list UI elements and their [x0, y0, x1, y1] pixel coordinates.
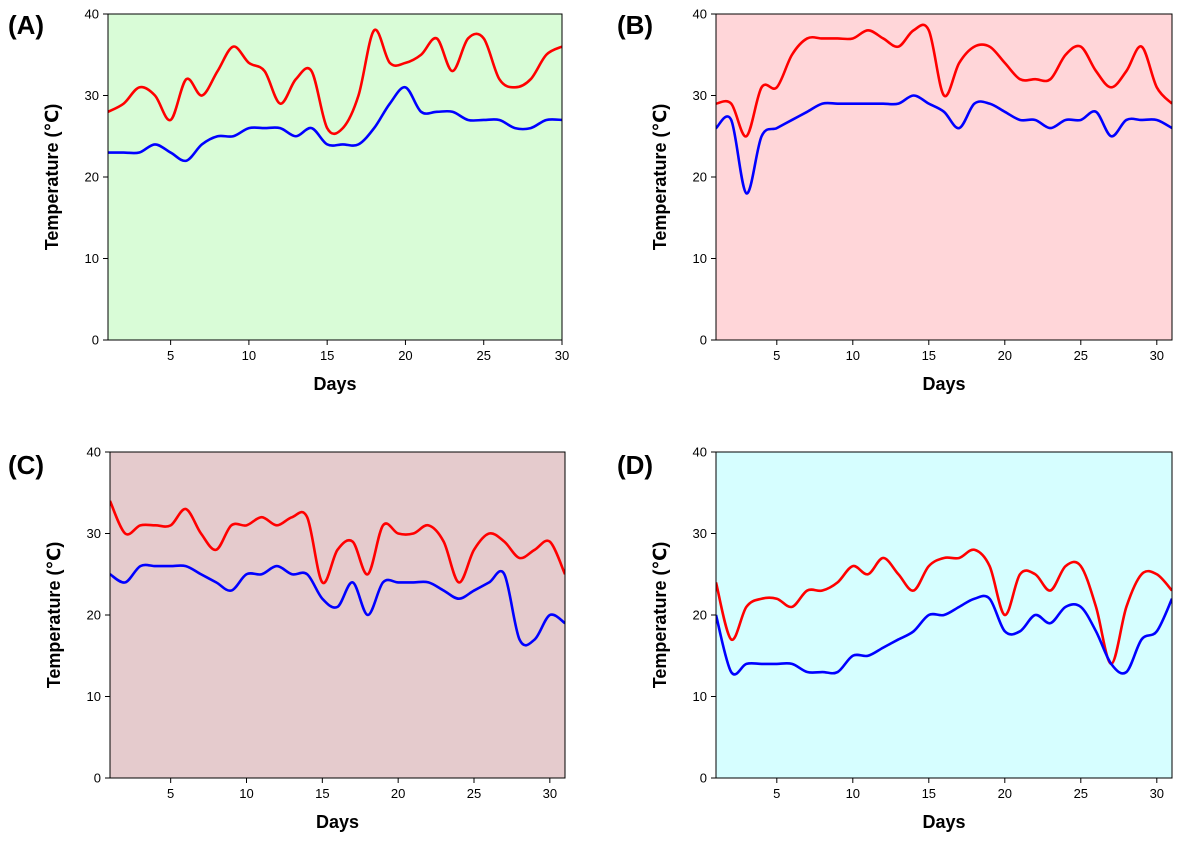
y-axis-label: Temperature (℃)	[650, 542, 670, 689]
y-tick-label: 20	[85, 170, 99, 185]
y-tick-label: 10	[693, 251, 707, 266]
y-tick-label: 0	[94, 771, 101, 786]
x-tick-label: 15	[922, 786, 936, 801]
x-tick-label: 5	[167, 348, 174, 363]
panel-c: (C) 0 10 20 30 40 5 10 15 20 25 30 Days Temperature …	[0, 422, 589, 844]
x-tick-label: 25	[467, 786, 481, 801]
x-tick-label: 25	[1074, 348, 1088, 363]
series-line-1	[110, 500, 565, 585]
x-tick-label: 25	[476, 348, 490, 363]
y-axis-label: Temperature (℃)	[650, 104, 670, 251]
line-chart: 0 10 20 30 40 5 10 15 20 25 30 Days Temperature (℃)	[44, 445, 566, 832]
x-tick-label: 20	[398, 348, 412, 363]
plot-background	[716, 14, 1172, 340]
series-line-1	[716, 23, 1172, 138]
x-tick-label: 30	[1150, 348, 1164, 363]
x-tick-label: 15	[320, 348, 334, 363]
panel-label: (B)	[617, 10, 654, 40]
y-tick-label: 30	[85, 88, 99, 103]
x-axis-label: Days	[922, 374, 965, 394]
x-axis-label: Days	[313, 374, 356, 394]
y-axis-label: Temperature (℃)	[44, 542, 64, 689]
y-tick-label: 30	[87, 526, 101, 541]
x-tick-label: 10	[242, 348, 256, 363]
x-tick-label: 15	[922, 348, 936, 363]
panel-label: (C)	[8, 450, 45, 480]
x-tick-label: 20	[998, 786, 1012, 801]
panel-label: (A)	[8, 10, 45, 40]
y-tick-label: 30	[693, 526, 707, 541]
x-tick-label: 20	[998, 348, 1012, 363]
y-tick-label: 40	[87, 445, 101, 460]
panel-d: (D) 0 10 20 30 40 5 10 15 20 25 30 Days Temperature …	[589, 422, 1178, 844]
plot-background	[108, 14, 562, 340]
x-tick-label: 5	[773, 786, 780, 801]
y-tick-label: 40	[693, 7, 707, 22]
y-tick-label: 0	[92, 333, 99, 348]
y-axis-label: Temperature (℃)	[42, 104, 62, 251]
x-axis-label: Days	[316, 812, 359, 832]
x-tick-label: 5	[167, 786, 174, 801]
series-line-1	[108, 28, 562, 136]
x-tick-label: 30	[1150, 786, 1164, 801]
x-tick-label: 10	[239, 786, 253, 801]
panel-label: (D)	[617, 450, 654, 480]
plot-background	[110, 452, 565, 778]
line-chart: 0 10 20 30 40 5 10 15 20 25 30 Days Temperature (℃)	[650, 7, 1173, 394]
x-tick-label: 25	[1074, 786, 1088, 801]
series-line-2	[716, 594, 1172, 676]
y-tick-label: 0	[700, 771, 707, 786]
y-tick-label: 10	[85, 251, 99, 266]
x-tick-label: 30	[555, 348, 569, 363]
x-tick-label: 20	[391, 786, 405, 801]
x-axis-label: Days	[922, 812, 965, 832]
x-tick-label: 15	[315, 786, 329, 801]
series-line-2	[716, 94, 1172, 195]
y-tick-label: 40	[85, 7, 99, 22]
line-chart: 0 10 20 30 40 5 10 15 20 25 30 Days Temperature (℃)	[42, 7, 569, 395]
x-tick-label: 30	[543, 786, 557, 801]
panel-b: (B) 0 10 20 30 40 5 10 15 20 25 30 Days Temperature …	[589, 0, 1178, 422]
y-tick-label: 0	[700, 333, 707, 348]
y-tick-label: 20	[693, 170, 707, 185]
y-tick-label: 10	[693, 689, 707, 704]
line-chart: 0 10 20 30 40 5 10 15 20 25 30 Days Temperature (℃)	[650, 445, 1173, 832]
series-line-1	[716, 548, 1172, 666]
x-tick-label: 5	[773, 348, 780, 363]
series-line-2	[110, 563, 565, 647]
x-tick-label: 10	[846, 348, 860, 363]
y-tick-label: 20	[87, 608, 101, 623]
y-tick-label: 20	[693, 608, 707, 623]
series-line-2	[108, 86, 562, 163]
panel-a: (A) 0 10 20 30 40 5 10 15 20 25 30 Days Temperature …	[0, 0, 589, 422]
x-tick-label: 10	[846, 786, 860, 801]
y-tick-label: 30	[693, 88, 707, 103]
y-tick-label: 10	[87, 689, 101, 704]
y-tick-label: 40	[693, 445, 707, 460]
